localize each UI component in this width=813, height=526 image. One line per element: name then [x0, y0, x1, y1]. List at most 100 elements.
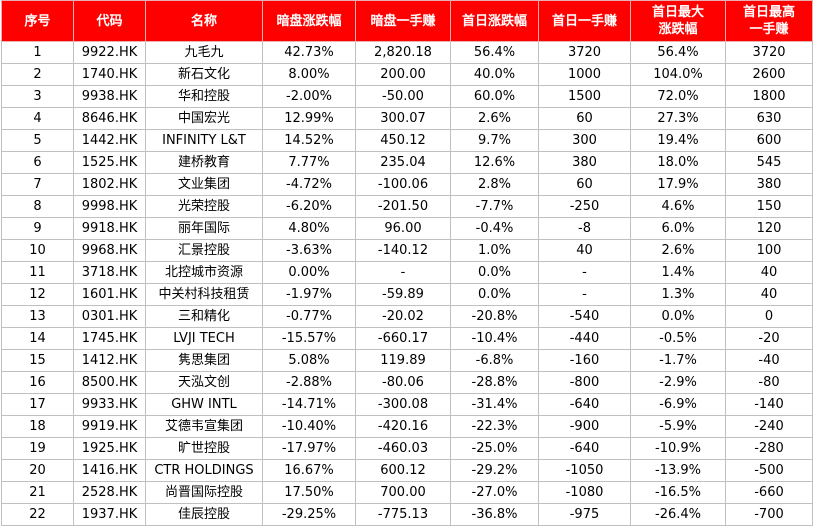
table-row: 18 9919.HK 艾德韦宣集团 -10.40% -420.16 -22.3% -900-…	[1, 415, 813, 438]
grey-market-lot-profit-cell: 600.12	[355, 459, 451, 482]
index-cell: 19	[1, 437, 74, 460]
grey-market-lot-profit-cell: -100.06	[355, 173, 451, 196]
table-body: 1 9922.HK 九毛九 42.73% 2,820.18 56.4% 3720 56.4% 3…	[1, 41, 813, 526]
table-row: 10 9968.HK 汇景控股 -3.63% -140.12 1.0% 40 2.6% 100	[1, 239, 813, 262]
name-cell: 文业集团	[145, 173, 263, 196]
header-code: 代码	[73, 0, 146, 42]
name-cell: 丽年国际	[145, 217, 263, 240]
first-day-lot-profit-cell: -1080	[538, 481, 631, 504]
first-day-change-cell: -28.8%	[450, 371, 539, 394]
index-cell: 14	[1, 327, 74, 350]
table-row: 6 1525.HK 建桥教育 7.77% 235.04 12.6% 380 18.0% 545	[1, 151, 813, 174]
first-day-max-change-cell: 27.3%	[630, 107, 726, 130]
first-day-change-cell: 2.8%	[450, 173, 539, 196]
index-cell: 20	[1, 459, 74, 482]
first-day-max-lot-profit-cell: -280	[725, 437, 813, 460]
name-cell: 艾德韦宣集团	[145, 415, 263, 438]
first-day-lot-profit-cell: 1000	[538, 63, 631, 86]
index-cell: 10	[1, 239, 74, 262]
code-cell: 2528.HK	[73, 481, 146, 504]
grey-market-lot-profit-cell: 119.89	[355, 349, 451, 372]
code-cell: 1925.HK	[73, 437, 146, 460]
grey-market-lot-profit-cell: 96.00	[355, 217, 451, 240]
first-day-max-lot-profit-cell: 0	[725, 305, 813, 328]
first-day-max-change-cell: 0.0%	[630, 305, 726, 328]
code-cell: 1525.HK	[73, 151, 146, 174]
first-day-max-lot-profit-cell: 120	[725, 217, 813, 240]
table-row: 5 1442.HK INFINITY L&T 14.52% 450.12 9.7% 300 1…	[1, 129, 813, 152]
first-day-change-cell: 0.0%	[450, 283, 539, 306]
code-cell: 1802.HK	[73, 173, 146, 196]
index-cell: 1	[1, 41, 74, 64]
name-cell: INFINITY L&T	[145, 129, 263, 152]
first-day-max-change-cell: -0.5%	[630, 327, 726, 350]
grey-market-change-cell: -10.40%	[262, 415, 356, 438]
code-cell: 1937.HK	[73, 503, 146, 526]
first-day-max-lot-profit-cell: -20	[725, 327, 813, 350]
table-row: 20 1416.HK CTR HOLDINGS 16.67% 600.12 -29.2% -…	[1, 459, 813, 482]
first-day-lot-profit-cell: -975	[538, 503, 631, 526]
first-day-max-lot-profit-cell: 40	[725, 283, 813, 306]
first-day-change-cell: -36.8%	[450, 503, 539, 526]
name-cell: 天泓文创	[145, 371, 263, 394]
first-day-lot-profit-cell: 300	[538, 129, 631, 152]
name-cell: GHW INTL	[145, 393, 263, 416]
header-first-day-max-change: 首日最大 涨跌幅	[630, 0, 726, 42]
first-day-lot-profit-cell: -160	[538, 349, 631, 372]
code-cell: 1740.HK	[73, 63, 146, 86]
index-cell: 21	[1, 481, 74, 504]
grey-market-lot-profit-cell: -140.12	[355, 239, 451, 262]
grey-market-lot-profit-cell: 700.00	[355, 481, 451, 504]
first-day-lot-profit-cell: -	[538, 283, 631, 306]
name-cell: 建桥教育	[145, 151, 263, 174]
first-day-max-change-cell: -1.7%	[630, 349, 726, 372]
name-cell: LVJI TECH	[145, 327, 263, 350]
grey-market-change-cell: -14.71%	[262, 393, 356, 416]
grey-market-change-cell: 4.80%	[262, 217, 356, 240]
grey-market-change-cell: -15.57%	[262, 327, 356, 350]
grey-market-lot-profit-cell: -50.00	[355, 85, 451, 108]
first-day-max-lot-profit-cell: 3720	[725, 41, 813, 64]
first-day-change-cell: -10.4%	[450, 327, 539, 350]
name-cell: 三和精化	[145, 305, 263, 328]
first-day-max-lot-profit-cell: 630	[725, 107, 813, 130]
table-header-row: 序号 代码 名称 暗盘涨跌幅 暗盘一手赚 首日涨跌幅 首日一手赚 首日最大 涨跌…	[1, 0, 813, 42]
first-day-lot-profit-cell: -640	[538, 393, 631, 416]
index-cell: 18	[1, 415, 74, 438]
table-row: 3 9938.HK 华和控股 -2.00% -50.00 60.0% 1500 72.0% 18…	[1, 85, 813, 108]
table-row: 9 9918.HK 丽年国际 4.80% 96.00 -0.4% -8 6.0% 120	[1, 217, 813, 240]
first-day-max-change-cell: -2.9%	[630, 371, 726, 394]
index-cell: 17	[1, 393, 74, 416]
index-cell: 4	[1, 107, 74, 130]
name-cell: 尚晋国际控股	[145, 481, 263, 504]
table-row: 4 8646.HK 中国宏光 12.99% 300.07 2.6% 60 27.3% 630	[1, 107, 813, 130]
grey-market-lot-profit-cell: 235.04	[355, 151, 451, 174]
first-day-max-change-cell: 4.6%	[630, 195, 726, 218]
grey-market-lot-profit-cell: 300.07	[355, 107, 451, 130]
code-cell: 9998.HK	[73, 195, 146, 218]
first-day-lot-profit-cell: -800	[538, 371, 631, 394]
grey-market-change-cell: 0.00%	[262, 261, 356, 284]
name-cell: 汇景控股	[145, 239, 263, 262]
name-cell: 隽思集团	[145, 349, 263, 372]
grey-market-change-cell: -1.97%	[262, 283, 356, 306]
first-day-change-cell: -0.4%	[450, 217, 539, 240]
grey-market-lot-profit-cell: -300.08	[355, 393, 451, 416]
header-grey-market-change: 暗盘涨跌幅	[262, 0, 356, 42]
first-day-lot-profit-cell: 1500	[538, 85, 631, 108]
code-cell: 9968.HK	[73, 239, 146, 262]
first-day-lot-profit-cell: 60	[538, 173, 631, 196]
first-day-lot-profit-cell: -250	[538, 195, 631, 218]
grey-market-lot-profit-cell: -20.02	[355, 305, 451, 328]
code-cell: 9918.HK	[73, 217, 146, 240]
name-cell: 旷世控股	[145, 437, 263, 460]
first-day-max-change-cell: 56.4%	[630, 41, 726, 64]
grey-market-change-cell: -2.88%	[262, 371, 356, 394]
name-cell: 中关村科技租赁	[145, 283, 263, 306]
first-day-max-change-cell: -6.9%	[630, 393, 726, 416]
first-day-max-change-cell: 72.0%	[630, 85, 726, 108]
code-cell: 0301.HK	[73, 305, 146, 328]
index-cell: 7	[1, 173, 74, 196]
first-day-change-cell: -7.7%	[450, 195, 539, 218]
